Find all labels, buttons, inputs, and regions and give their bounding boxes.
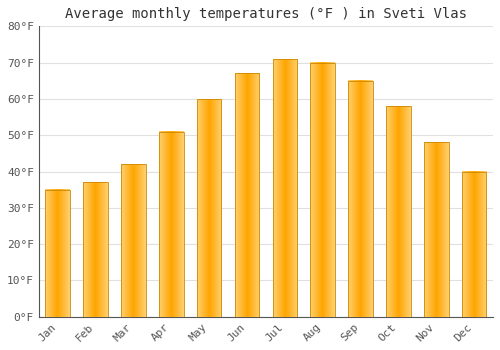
Title: Average monthly temperatures (°F ) in Sveti Vlas: Average monthly temperatures (°F ) in Sv… [65,7,467,21]
Bar [234,74,260,317]
Bar [159,132,184,317]
Bar [348,81,373,317]
Bar [197,99,222,317]
Bar [121,164,146,317]
Bar [386,106,410,317]
Bar [462,172,486,317]
Bar [84,182,108,317]
Bar [46,190,70,317]
Bar [272,59,297,317]
Bar [310,63,335,317]
Bar [424,142,448,317]
